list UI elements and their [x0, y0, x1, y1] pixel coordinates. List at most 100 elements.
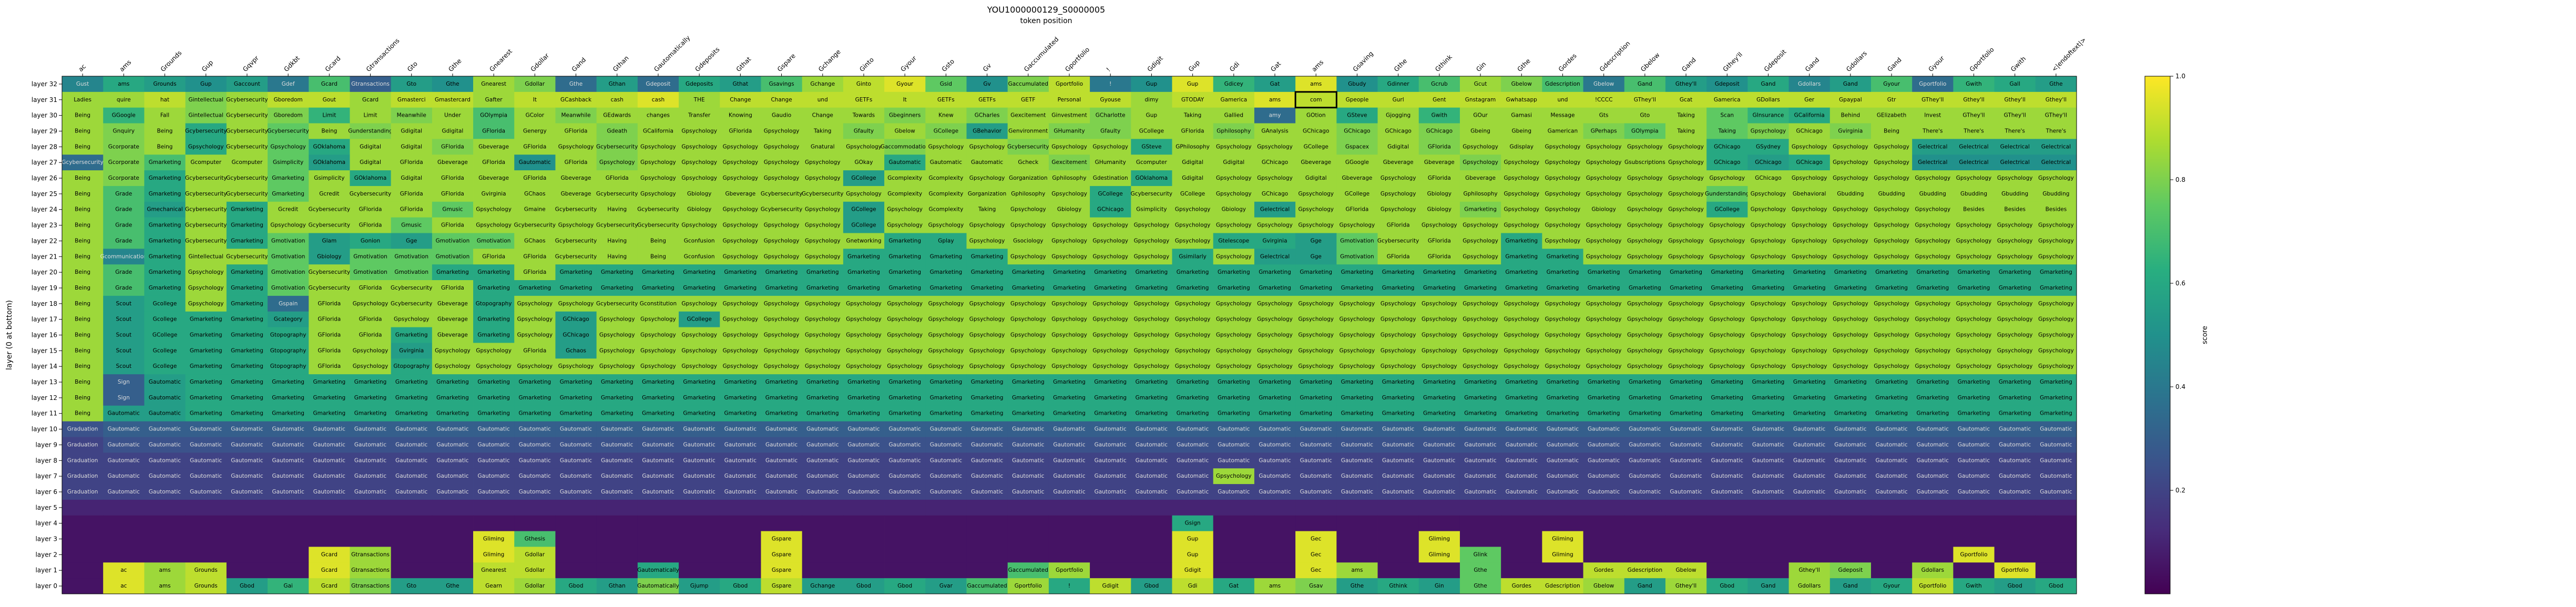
cell-token-label: Gmarketing	[1464, 395, 1497, 401]
cell-token-label: Gmarketing	[272, 175, 304, 181]
heatmap-cell	[1994, 374, 2036, 390]
cell-token-label: Gmarketing	[930, 379, 963, 385]
heatmap-cell	[350, 452, 392, 469]
cell-token-label: Gautomatic	[272, 473, 304, 479]
heatmap-cell	[473, 233, 515, 249]
heatmap-cell	[1172, 249, 1214, 265]
heatmap-cell	[226, 437, 268, 453]
heatmap-cell	[2035, 76, 2077, 92]
cell-token-label: Gpsychology	[1956, 238, 1992, 244]
cell-token-label: Gmarketing	[642, 379, 674, 385]
cell-token-label: Gliming	[483, 551, 504, 558]
heatmap-cell	[884, 295, 926, 312]
cell-token-label: GETFs	[937, 97, 955, 103]
cell-token-label: Gautomatic	[1053, 441, 1085, 448]
cell-token-label: Gcybersecurity	[185, 175, 227, 181]
heatmap-cell	[843, 452, 885, 469]
heatmap-cell	[1254, 531, 1296, 547]
heatmap-cell	[432, 107, 474, 124]
cell-token-label: Gpsychology	[1874, 159, 1909, 166]
cell-token-label: Gautomatic	[272, 489, 304, 495]
cell-token-label: Gautomatic	[1012, 441, 1044, 448]
cell-token-label: Gnearest	[481, 567, 506, 573]
cell-token-label: Gautomatic	[765, 441, 798, 448]
cell-token-label: Gpsychology	[1545, 332, 1581, 338]
cell-token-label: Gcard	[321, 567, 338, 573]
cell-token-label: GChicago	[1262, 191, 1288, 197]
cell-token-label: Gautomatic	[149, 395, 181, 401]
heatmap-cell	[1007, 264, 1049, 281]
heatmap-cell	[1788, 155, 1831, 171]
cell-token-label: Gautomatic	[1752, 426, 1784, 433]
heatmap-cell	[1953, 139, 1995, 155]
heatmap-cell	[1706, 452, 1748, 469]
heatmap-cell	[103, 186, 145, 202]
cell-token-label: Gpsychology	[1092, 363, 1128, 369]
heatmap-cell	[1788, 249, 1831, 265]
cell-token-label: Gonion	[361, 238, 380, 244]
heatmap-cell	[555, 295, 597, 312]
cell-token-label: Gautomatic	[971, 489, 1003, 495]
cell-token-label: Gautomatic	[190, 457, 222, 464]
cell-token-label: Gmarketing	[436, 395, 469, 401]
cell-token-label: Gmarketing	[560, 410, 592, 417]
cell-token-label: Gautomatic	[1136, 473, 1168, 479]
cell-token-label: GPerhaps	[1591, 128, 1617, 134]
heatmap-cell	[309, 233, 350, 249]
heatmap-cell	[350, 186, 392, 202]
x-tick-label: Grounds	[159, 49, 183, 74]
heatmap-cell	[679, 405, 720, 422]
heatmap-cell	[1048, 389, 1090, 406]
cell-token-label: Gwith	[1966, 81, 1981, 87]
cell-token-label: Gpsychology	[1915, 316, 1951, 323]
y-tick-label: layer 28	[32, 143, 57, 150]
heatmap-cell	[2035, 233, 2077, 249]
cell-token-label: GFlorida	[523, 347, 546, 354]
cell-token-label: Gpsychology	[2038, 175, 2074, 181]
heatmap-cell	[843, 562, 885, 579]
heatmap-cell	[720, 249, 761, 265]
chart-subtitle: token position	[1020, 17, 1072, 25]
heatmap-cell	[350, 91, 392, 108]
heatmap-cell	[1747, 249, 1789, 265]
cell-token-label: Gmarketing	[971, 285, 1004, 291]
cell-token-label: Grade	[115, 238, 132, 244]
cell-token-label: Gbod	[569, 583, 584, 589]
heatmap-cell	[925, 186, 967, 202]
heatmap-cell	[2035, 249, 2077, 265]
heatmap-cell	[1048, 358, 1090, 375]
heatmap-cell	[1870, 123, 1913, 139]
cell-token-label: Gthey'll	[1963, 97, 1984, 103]
heatmap-cell	[1829, 531, 1872, 547]
heatmap-cell	[1953, 374, 1995, 390]
heatmap-cell	[884, 76, 926, 92]
heatmap-cell	[432, 421, 474, 437]
cell-token-label: Gpsychology	[1792, 347, 1827, 354]
cell-token-label: Gautomatic	[1793, 441, 1825, 448]
heatmap-cell	[144, 327, 186, 343]
heatmap-cell	[1048, 295, 1090, 312]
cell-token-label: Gbod	[240, 583, 254, 589]
heatmap-cell	[226, 562, 268, 579]
cell-token-label: Gmarketing	[560, 395, 592, 401]
heatmap-cell	[103, 280, 145, 296]
cell-token-label: GFlorida	[1387, 253, 1410, 260]
heatmap-cell	[843, 170, 885, 187]
heatmap-cell	[1131, 327, 1172, 343]
heatmap-cell	[843, 374, 885, 390]
cell-token-label: Gpsychology	[1463, 347, 1498, 354]
cell-token-label: Gtransactions	[351, 583, 390, 589]
heatmap-cell	[1788, 389, 1831, 406]
heatmap-cell	[1295, 186, 1337, 202]
cell-token-label: Gpsychology	[1833, 363, 1868, 369]
heatmap-cell	[1131, 76, 1172, 92]
cell-token-label: Gbod	[1144, 583, 1159, 589]
heatmap-cell	[432, 155, 474, 171]
cell-token-label: Gcybersecurity	[555, 207, 597, 213]
heatmap-cell	[268, 186, 309, 202]
cell-token-label: Gbiology	[687, 207, 711, 213]
heatmap-cell	[1213, 437, 1255, 453]
heatmap-cell	[1624, 327, 1666, 343]
cell-token-label: Gpsychology	[1216, 363, 1252, 369]
y-tick-label: layer 9	[35, 441, 57, 448]
